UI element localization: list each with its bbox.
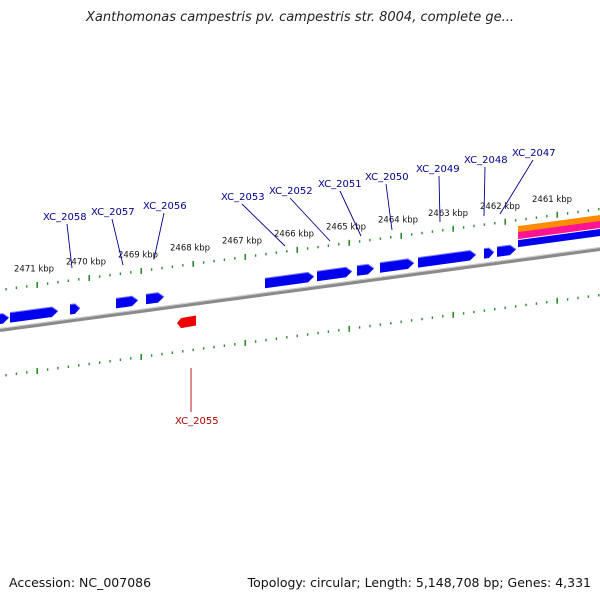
kbp-labels: 2471 kbp 2470 kbp 2469 kbp 2468 kbp 2467 kbp… xyxy=(14,195,572,275)
pink-track xyxy=(518,221,600,240)
gene-leader-line xyxy=(499,159,534,215)
gene-leader-line xyxy=(289,197,331,242)
gene-label[interactable]: XC_2057 xyxy=(91,207,135,218)
kbp-label: 2466 kbp xyxy=(274,230,314,240)
gene-highlight xyxy=(316,266,353,272)
gene-leader-line xyxy=(385,183,393,231)
tick-marks xyxy=(5,207,600,377)
forward-gene xyxy=(146,292,164,305)
gene-highlight xyxy=(264,271,315,279)
kbp-label: 2462 kbp xyxy=(480,202,520,212)
forward-gene xyxy=(484,247,494,259)
map-title: Xanthomonas campestris pv. campestris st… xyxy=(86,10,514,25)
gene-highlight xyxy=(483,247,495,253)
gene-leader-line xyxy=(339,190,362,237)
genome-backbone xyxy=(0,247,600,332)
gene-leader-line xyxy=(111,218,124,266)
gene-highlight xyxy=(9,306,59,314)
accession-label: Accession: NC_007086 xyxy=(9,575,152,590)
gene-labels: XC_2058 XC_2057 XC_2056 XC_2053 XC_2052 XC_20… xyxy=(43,148,556,427)
gene-features xyxy=(0,244,517,329)
forward-gene xyxy=(265,272,314,289)
kbp-label: 2468 kbp xyxy=(170,244,210,254)
kbp-label: 2467 kbp xyxy=(222,237,262,247)
gene-highlight xyxy=(496,244,517,250)
gene-label[interactable]: XC_2056 xyxy=(143,201,187,212)
kbp-label: 2463 kbp xyxy=(428,209,468,219)
gene-highlight xyxy=(379,258,415,264)
kbp-label: 2464 kbp xyxy=(378,216,418,226)
forward-gene xyxy=(317,267,352,282)
backbone-highlight xyxy=(0,247,600,329)
kbp-label: 2471 kbp xyxy=(14,265,54,275)
kbp-label: 2461 kbp xyxy=(532,195,572,205)
gene-highlight xyxy=(115,295,139,301)
forward-gene xyxy=(380,258,414,273)
gene-label[interactable]: XC_2055 xyxy=(175,416,219,427)
forward-gene xyxy=(418,250,476,268)
feature-tracks xyxy=(518,215,600,248)
gene-leader-line xyxy=(483,166,486,217)
forward-gene xyxy=(70,303,80,315)
forward-gene xyxy=(357,264,374,276)
gene-label[interactable]: XC_2048 xyxy=(464,155,508,166)
gene-label[interactable]: XC_2058 xyxy=(43,212,87,223)
gene-highlight xyxy=(69,303,81,309)
gene-leader-line xyxy=(241,203,286,247)
kbp-label: 2470 kbp xyxy=(66,258,106,268)
kbp-label: 2469 kbp xyxy=(118,251,158,261)
gene-highlight xyxy=(356,263,375,269)
gene-leader-line xyxy=(66,223,73,269)
gene-label[interactable]: XC_2052 xyxy=(269,186,313,197)
forward-gene xyxy=(0,313,9,325)
gene-leader-line xyxy=(438,175,441,223)
orange-track xyxy=(518,215,600,234)
kbp-label: 2465 kbp xyxy=(326,223,366,233)
blue-track xyxy=(518,229,600,248)
gene-leader-line xyxy=(153,212,165,260)
forward-gene xyxy=(116,296,138,309)
gene-highlight xyxy=(417,250,477,259)
gene-label[interactable]: XC_2053 xyxy=(221,192,265,203)
forward-gene xyxy=(10,306,58,323)
gene-label[interactable]: XC_2051 xyxy=(318,179,362,190)
gene-label[interactable]: XC_2050 xyxy=(365,172,409,183)
gene-highlight xyxy=(145,292,165,298)
forward-gene xyxy=(497,245,516,257)
topology-label: Topology: circular; Length: 5,148,708 bp… xyxy=(247,575,591,590)
gene-label[interactable]: XC_2049 xyxy=(416,164,460,175)
reverse-gene xyxy=(177,315,196,329)
gene-label[interactable]: XC_2047 xyxy=(512,148,556,159)
backbone-line xyxy=(0,247,600,332)
gene-highlight xyxy=(0,313,10,319)
